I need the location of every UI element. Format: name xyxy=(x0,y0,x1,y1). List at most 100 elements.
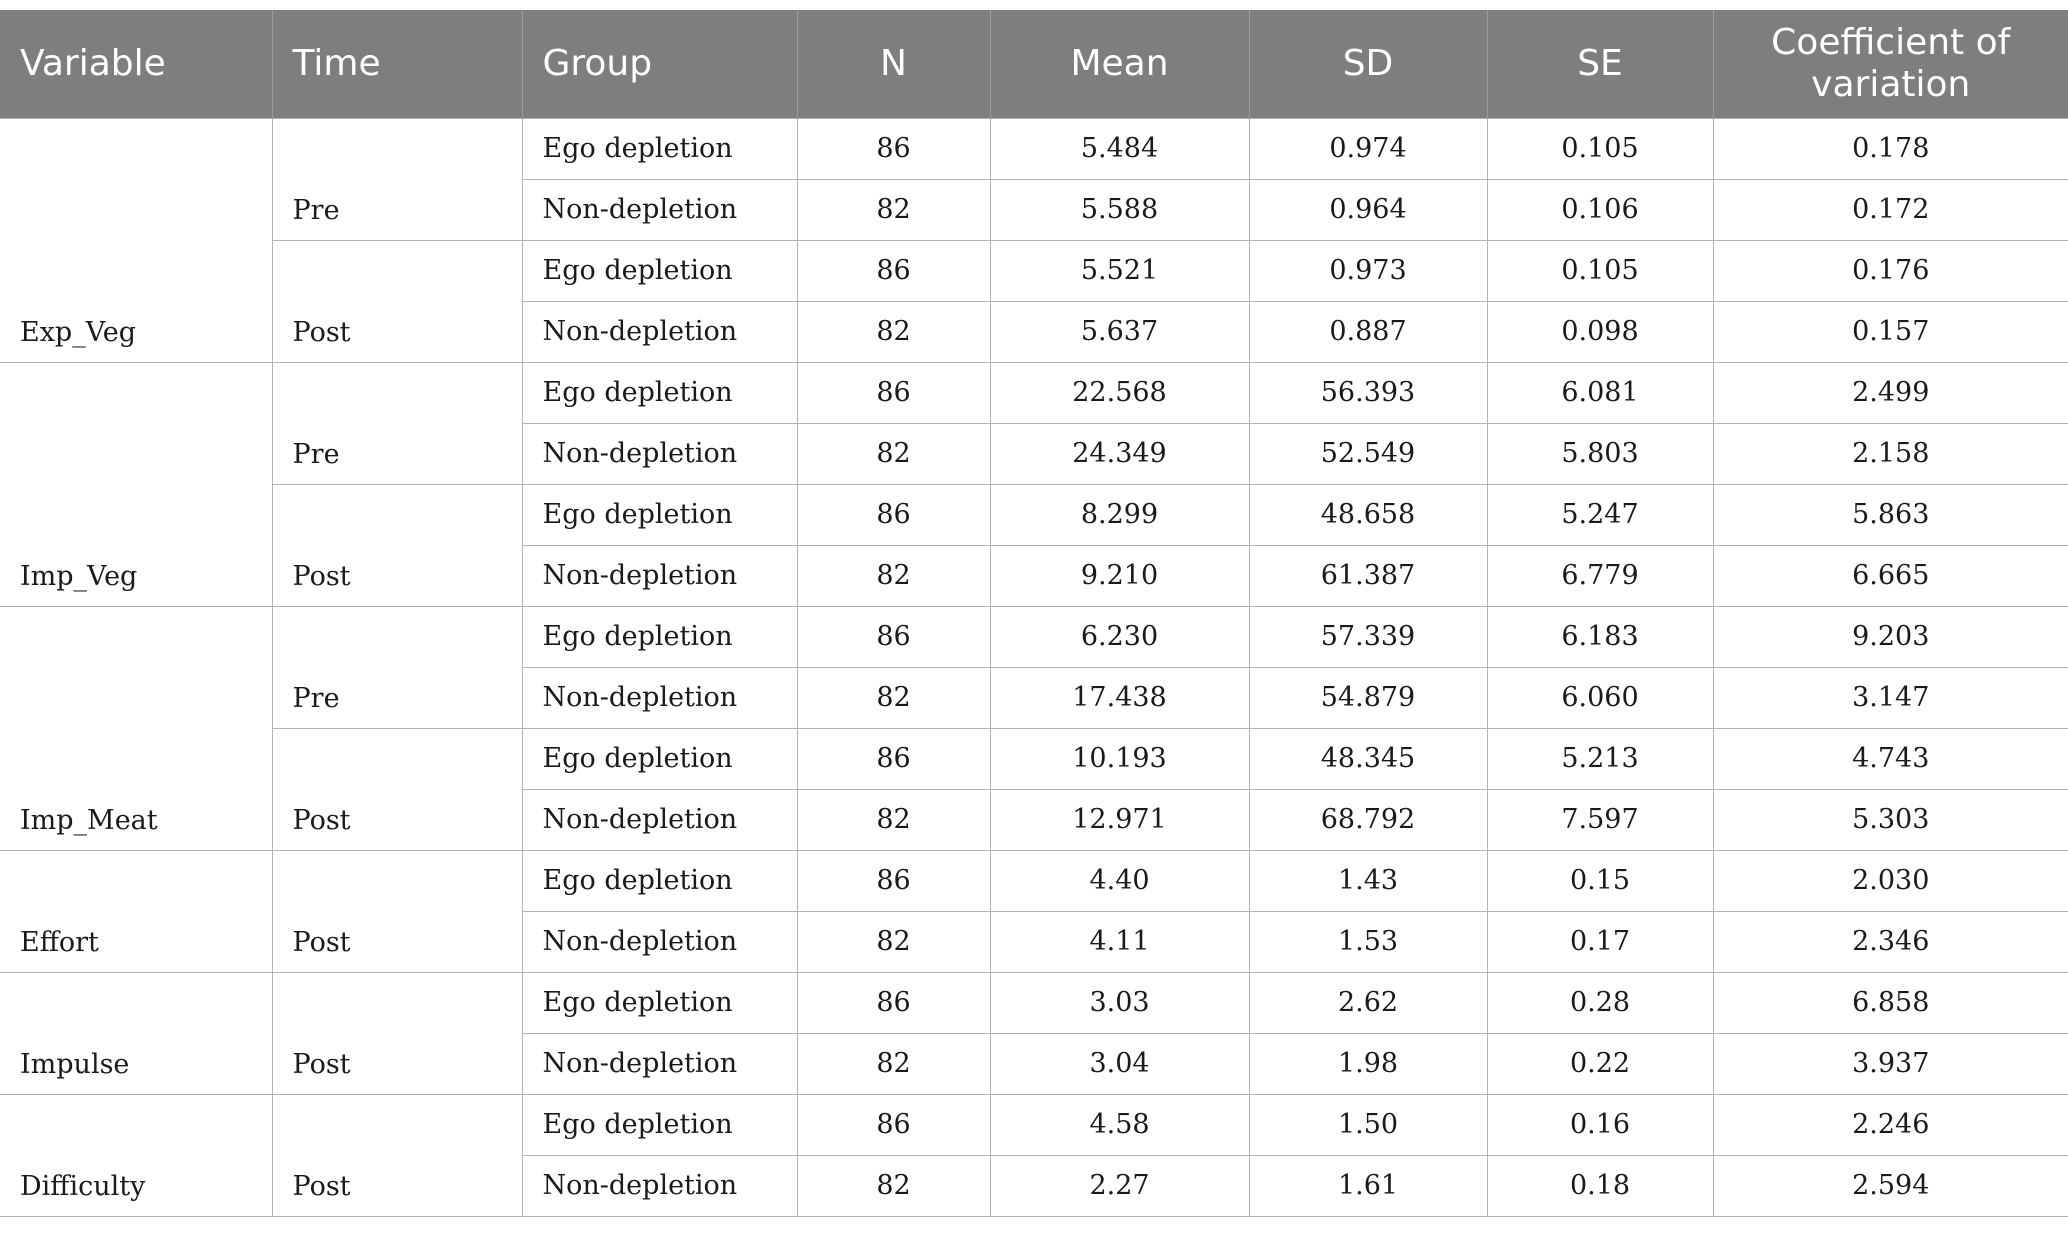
cell-group: Ego depletion xyxy=(521,483,798,546)
cell-variable: Impulse xyxy=(0,971,273,1095)
cell-n: 86 xyxy=(796,849,991,912)
cell-n: 82 xyxy=(796,666,991,729)
cell-se: 6.183 xyxy=(1486,605,1714,668)
cell-se: 6.081 xyxy=(1486,361,1714,424)
cell-se: 0.105 xyxy=(1486,239,1714,302)
cell-n: 86 xyxy=(796,483,991,546)
cell-group: Ego depletion xyxy=(521,849,798,912)
cell-coefficient-of-variation: 4.743 xyxy=(1712,727,2068,790)
cell-coefficient-of-variation: 0.172 xyxy=(1712,178,2068,241)
cell-se: 6.060 xyxy=(1486,666,1714,729)
cell-se: 0.17 xyxy=(1486,910,1714,973)
cell-mean: 24.349 xyxy=(989,422,1250,485)
cell-group: Non-depletion xyxy=(522,1032,798,1095)
table-row: Impulse Post Ego depletion 86 3.03 2.62 0.28 6.… xyxy=(0,971,2068,1095)
cell-mean: 5.637 xyxy=(989,300,1250,363)
cell-time: Post xyxy=(271,971,523,1095)
descriptive-statistics-table: Variable Time Group N Mean SD SE Coeffic… xyxy=(0,10,2068,1217)
cell-sd: 0.964 xyxy=(1248,178,1488,241)
header-variable: Variable xyxy=(0,10,273,118)
cell-mean: 17.438 xyxy=(989,666,1250,729)
table-row: Effort Post Ego depletion 86 4.40 1.43 0.15 2.0… xyxy=(0,849,2068,973)
cell-group: Ego depletion xyxy=(521,239,798,302)
cell-n: 86 xyxy=(796,361,991,424)
cell-coefficient-of-variation: 2.594 xyxy=(1712,1154,2068,1217)
cell-coefficient-of-variation: 0.178 xyxy=(1712,117,2068,180)
cell-sd: 0.974 xyxy=(1248,117,1488,180)
cell-n: 86 xyxy=(796,971,991,1034)
header-group: Group xyxy=(522,10,798,118)
cell-mean: 4.58 xyxy=(989,1093,1250,1156)
cell-group: Non-depletion xyxy=(522,422,798,485)
table-row: Post Ego depletion 86 10.193 48.345 5.213 4.74… xyxy=(0,727,2068,851)
cell-time: Post xyxy=(271,849,523,973)
cell-coefficient-of-variation: 0.176 xyxy=(1712,239,2068,302)
cell-group: Non-depletion xyxy=(522,1154,798,1217)
cell-coefficient-of-variation: 5.863 xyxy=(1712,483,2068,546)
cell-coefficient-of-variation: 2.346 xyxy=(1712,910,2068,973)
header-row: Variable Time Group N Mean SD SE Coeffic… xyxy=(0,10,2068,118)
cell-n: 82 xyxy=(796,788,991,851)
table-row: Non-depletion 82 3.04 1.98 0.22 3.937 xyxy=(0,1032,2068,1095)
cell-mean: 3.04 xyxy=(989,1032,1250,1095)
cell-group: Ego depletion xyxy=(521,361,798,424)
cell-coefficient-of-variation: 2.499 xyxy=(1712,361,2068,424)
header-mean: Mean xyxy=(990,10,1250,118)
cell-n: 82 xyxy=(796,178,991,241)
table-row: Imp_Veg Pre Ego depletion 86 22.568 56.393 6.0… xyxy=(0,361,2068,607)
cell-coefficient-of-variation: 6.858 xyxy=(1712,971,2068,1034)
cell-time: Pre xyxy=(271,117,523,241)
cell-se: 5.247 xyxy=(1486,483,1714,546)
cell-sd: 61.387 xyxy=(1248,544,1488,607)
cell-se: 5.803 xyxy=(1486,422,1714,485)
cell-coefficient-of-variation: 9.203 xyxy=(1712,605,2068,668)
table-row: Exp_Veg Pre Ego depletion 86 5.484 0.974 0.105… xyxy=(0,117,2068,363)
header-coefficient-of-variation: Coefficient of variation xyxy=(1713,10,2068,118)
cell-group: Ego depletion xyxy=(521,605,798,668)
cell-coefficient-of-variation: 2.030 xyxy=(1712,849,2068,912)
table-row: Non-depletion 82 5.637 0.887 0.098 0.157 xyxy=(0,300,2068,363)
cell-se: 0.18 xyxy=(1486,1154,1714,1217)
cell-sd: 0.887 xyxy=(1248,300,1488,363)
table-row: Non-depletion 82 2.27 1.61 0.18 2.594 xyxy=(0,1154,2068,1217)
cell-mean: 8.299 xyxy=(989,483,1250,546)
cell-sd: 57.339 xyxy=(1248,605,1488,668)
cell-se: 0.28 xyxy=(1486,971,1714,1034)
cell-n: 86 xyxy=(796,1093,991,1156)
table-row: Non-depletion 82 5.588 0.964 0.106 0.172 xyxy=(0,178,2068,241)
cell-sd: 1.61 xyxy=(1248,1154,1488,1217)
cell-sd: 56.393 xyxy=(1248,361,1488,424)
cell-se: 0.105 xyxy=(1486,117,1714,180)
cell-n: 82 xyxy=(796,1154,991,1217)
cell-mean: 3.03 xyxy=(989,971,1250,1034)
cell-n: 86 xyxy=(796,239,991,302)
cell-group: Non-depletion xyxy=(522,178,798,241)
cell-variable: Effort xyxy=(0,849,273,973)
cell-sd: 1.43 xyxy=(1248,849,1488,912)
cell-se: 0.15 xyxy=(1486,849,1714,912)
table-row: Post Ego depletion 86 8.299 48.658 5.247 5.863 xyxy=(0,483,2068,607)
cell-time: Post xyxy=(272,727,523,851)
cell-n: 82 xyxy=(796,910,991,973)
table-row: Difficulty Post Ego depletion 86 4.58 1.50 0.1… xyxy=(0,1093,2068,1217)
cell-time: Pre xyxy=(271,361,523,485)
cell-mean: 5.484 xyxy=(989,117,1250,180)
cell-group: Non-depletion xyxy=(522,910,798,973)
cell-se: 7.597 xyxy=(1486,788,1714,851)
cell-variable: Difficulty xyxy=(0,1093,273,1217)
header-n: N xyxy=(797,10,991,118)
cell-sd: 1.53 xyxy=(1248,910,1488,973)
cell-sd: 48.345 xyxy=(1248,727,1488,790)
cell-sd: 52.549 xyxy=(1248,422,1488,485)
cell-mean: 6.230 xyxy=(989,605,1250,668)
cell-sd: 68.792 xyxy=(1248,788,1488,851)
cell-group: Ego depletion xyxy=(521,971,798,1034)
header-sd: SD xyxy=(1249,10,1488,118)
table-row: Non-depletion 82 24.349 52.549 5.803 2.158 xyxy=(0,422,2068,485)
cell-n: 82 xyxy=(796,300,991,363)
cell-mean: 9.210 xyxy=(989,544,1250,607)
table-row: Post Ego depletion 86 5.521 0.973 0.105 0.176 xyxy=(0,239,2068,363)
cell-coefficient-of-variation: 2.246 xyxy=(1712,1093,2068,1156)
header-time: Time xyxy=(272,10,523,118)
cell-se: 0.16 xyxy=(1486,1093,1714,1156)
